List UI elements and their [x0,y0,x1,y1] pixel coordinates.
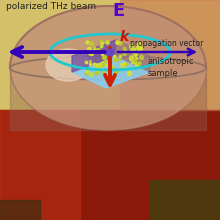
Ellipse shape [10,6,206,130]
Polygon shape [72,56,150,88]
Polygon shape [0,110,80,220]
Text: propagation vector: propagation vector [130,38,203,48]
Text: polarized THz beam: polarized THz beam [6,2,96,11]
Polygon shape [0,110,220,220]
Polygon shape [72,40,116,72]
Ellipse shape [46,49,90,81]
Polygon shape [120,0,220,110]
Polygon shape [0,200,40,220]
Text: anisotropic
sample: anisotropic sample [148,57,194,78]
Polygon shape [0,0,220,110]
Text: E: E [112,2,124,20]
Polygon shape [116,40,150,72]
Text: k: k [120,30,129,44]
Polygon shape [150,180,220,220]
